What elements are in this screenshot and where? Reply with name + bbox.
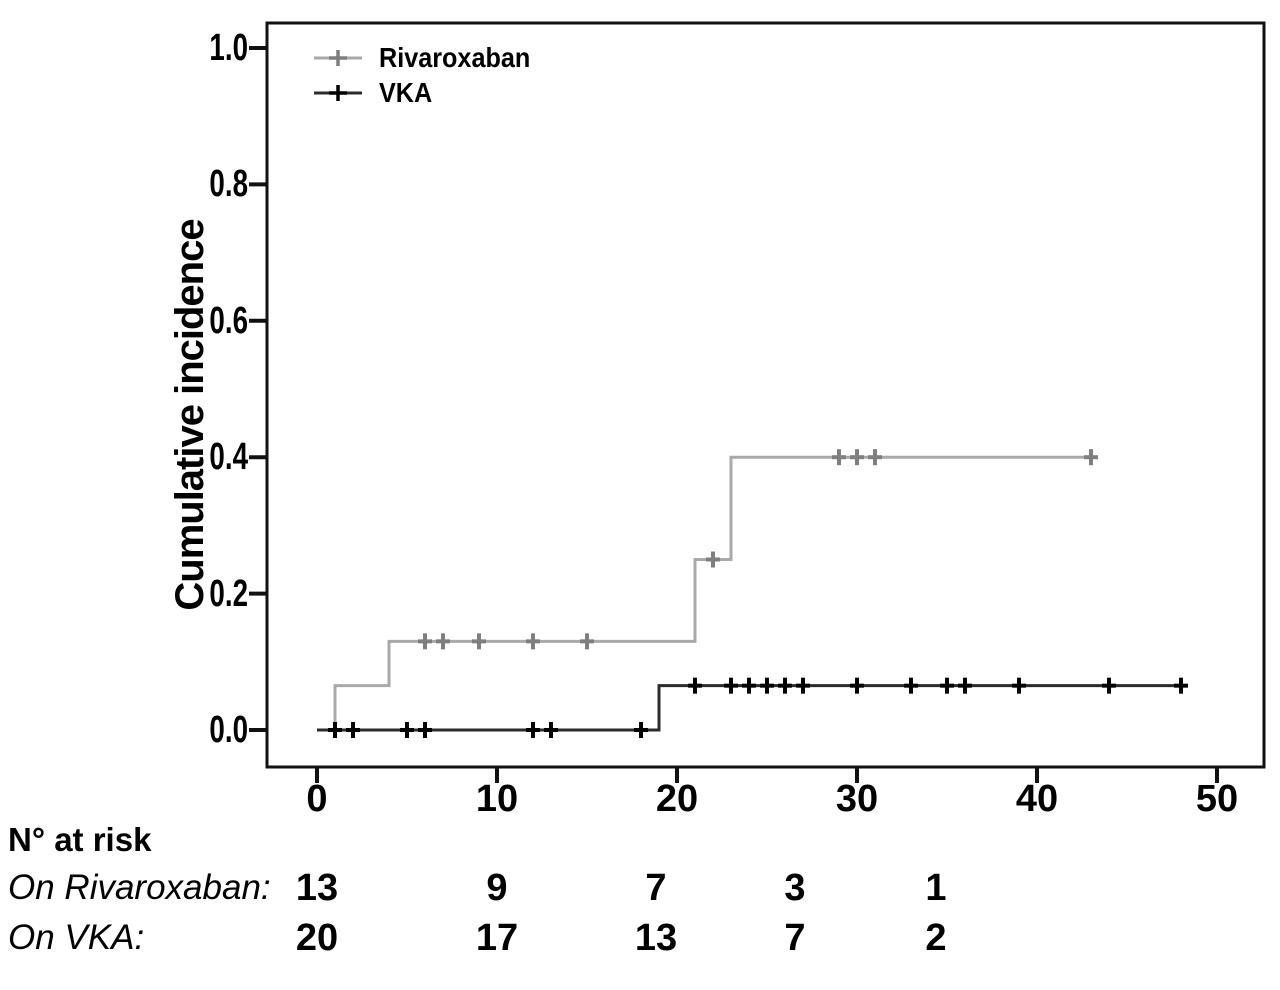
- x-tick-label: 0: [306, 778, 328, 820]
- x-tick-label: 10: [475, 778, 519, 820]
- risk-count-vka: 17: [475, 917, 519, 959]
- x-tick-label: 40: [1015, 778, 1059, 820]
- risk-count-rivaroxaban: 13: [295, 867, 339, 909]
- legend-item-vka: VKA: [312, 75, 547, 110]
- vka-line-marker-icon: [314, 84, 362, 101]
- x-tick-label: 30: [835, 778, 879, 820]
- y-tick-label: 0.0: [209, 709, 248, 751]
- y-tick-label: 1.0: [209, 27, 248, 69]
- series-line-vka: [317, 684, 1181, 732]
- x-tick-label: 20: [655, 778, 699, 820]
- risk-count-rivaroxaban: 9: [486, 867, 508, 909]
- plot-frame: [265, 21, 1266, 769]
- y-axis-title: Cumulative incidence: [168, 219, 212, 611]
- y-tick-label: 0.2: [209, 572, 248, 615]
- series-line-rivaroxaban: [317, 455, 1091, 732]
- risk-count-vka: 20: [295, 917, 339, 959]
- risk-count-vka: 2: [925, 917, 947, 959]
- y-tick-label: 0.4: [209, 436, 248, 479]
- risk-row-label-vka: On VKA:: [8, 918, 145, 957]
- legend-label-vka: VKA: [379, 76, 433, 108]
- risk-count-vka: 7: [784, 917, 806, 959]
- risk-table-header: N° at risk: [8, 821, 152, 858]
- x-tick-label: 50: [1195, 778, 1239, 820]
- legend-item-rivaroxaban: Rivaroxaban: [312, 40, 547, 75]
- rivaroxaban-line-marker-icon: [314, 49, 362, 66]
- risk-row-label-rivaroxaban: On Rivaroxaban:: [8, 868, 271, 907]
- y-tick-label: 0.6: [209, 299, 248, 342]
- y-tick-label: 0.8: [209, 163, 248, 206]
- risk-count-rivaroxaban: 7: [645, 867, 667, 909]
- risk-count-rivaroxaban: 3: [784, 867, 806, 909]
- risk-count-vka: 13: [634, 917, 678, 959]
- legend: Rivaroxaban VKA: [312, 40, 547, 110]
- legend-label-rivaroxaban: Rivaroxaban: [379, 41, 531, 73]
- risk-count-rivaroxaban: 1: [925, 867, 947, 909]
